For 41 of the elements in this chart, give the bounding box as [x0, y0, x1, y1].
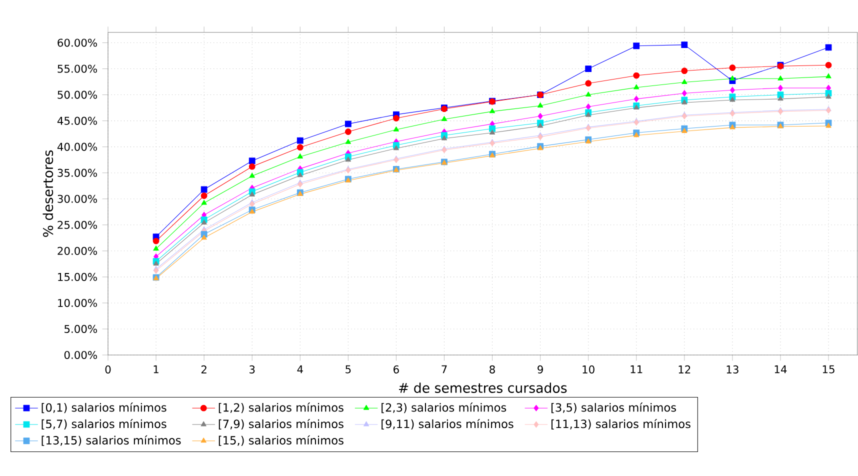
x-tick-label: 13	[726, 365, 738, 374]
y-axis-title: % desertores	[42, 150, 54, 237]
legend-label: [2,3) salarios mínimos	[382, 402, 506, 414]
y-tick-label: 0.00%	[64, 350, 97, 360]
legend-label: [9,11) salarios mínimos	[382, 418, 514, 430]
y-tick-label: 55.00%	[58, 64, 97, 73]
y-tick-label: 30.00%	[58, 194, 97, 203]
x-tick-label: 14	[774, 365, 787, 374]
y-tick-label: 10.00%	[58, 298, 97, 307]
x-tick-label: 5	[346, 365, 351, 374]
x-tick-label: 2	[201, 365, 206, 374]
legend-label: [13,15) salarios mínimos	[42, 435, 181, 446]
y-tick-label: 50.00%	[58, 90, 97, 99]
y-tick-label: 45.00%	[57, 116, 97, 125]
legend-label: [1,2) salarios mínimos	[218, 402, 344, 414]
x-axis-title: # de semestres cursados	[399, 382, 567, 393]
legend-label: [5,7) salarios mínimos	[42, 418, 166, 430]
legend-label: [11,13) salarios mínimos	[551, 418, 690, 430]
y-tick-label: 35.00%	[58, 168, 97, 177]
y-tick-label: 15.00%	[58, 272, 97, 281]
legend-label: [15,) salarios mínimos	[218, 435, 344, 446]
legend-label: [7,9) salarios mínimos	[218, 418, 344, 430]
x-tick-label: 1	[154, 365, 158, 374]
y-tick-label: 40.00%	[57, 142, 97, 151]
x-tick-label: 7	[442, 365, 447, 374]
legend-label: [3,5) salarios mínimos	[551, 402, 676, 414]
x-tick-label: 6	[394, 365, 399, 374]
x-tick-label: 0	[105, 365, 111, 374]
x-tick-label: 3	[250, 365, 255, 374]
x-tick-label: 4	[297, 365, 303, 374]
x-tick-label: 9	[538, 365, 543, 374]
y-tick-label: 25.00%	[58, 220, 97, 229]
y-tick-label: 5.00%	[64, 324, 97, 334]
x-tick-label: 11	[630, 365, 642, 374]
legend-label: [0,1) salarios mínimos	[42, 402, 166, 414]
x-tick-label: 10	[582, 365, 594, 374]
x-tick-label: 15	[822, 365, 834, 374]
y-tick-label: 20.00%	[58, 246, 97, 255]
x-tick-label: 8	[490, 365, 495, 374]
x-tick-label: 12	[678, 365, 690, 374]
y-tick-label: 60.00%	[58, 38, 97, 47]
